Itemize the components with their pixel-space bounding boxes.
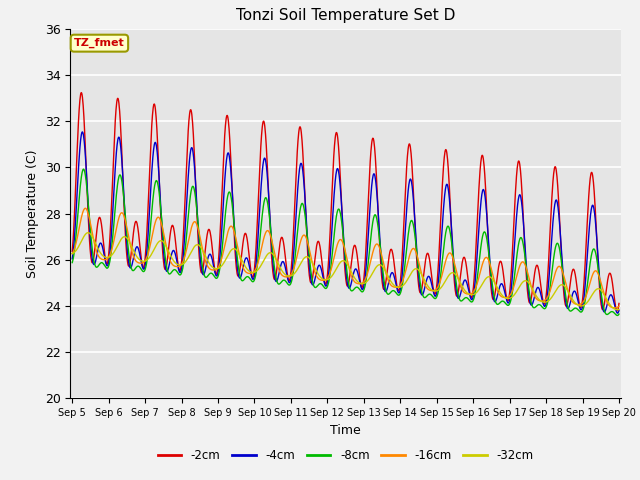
- Y-axis label: Soil Temperature (C): Soil Temperature (C): [26, 149, 39, 278]
- -16cm: [68, 251, 76, 256]
- -4cm: [79, 129, 86, 135]
- -16cm: [301, 232, 308, 238]
- -4cm: [301, 189, 308, 194]
- Line: -8cm: -8cm: [72, 169, 619, 315]
- -8cm: [68, 260, 76, 265]
- -16cm: [111, 233, 119, 239]
- -16cm: [133, 259, 141, 265]
- Line: -32cm: -32cm: [72, 233, 619, 310]
- -32cm: [380, 265, 388, 271]
- -8cm: [111, 209, 119, 215]
- -8cm: [615, 311, 623, 317]
- -32cm: [84, 230, 92, 236]
- -2cm: [301, 185, 308, 191]
- -4cm: [380, 283, 388, 289]
- -32cm: [615, 307, 623, 312]
- -16cm: [611, 305, 619, 311]
- -4cm: [68, 256, 76, 262]
- -4cm: [322, 283, 330, 289]
- Line: -16cm: -16cm: [72, 208, 619, 308]
- -32cm: [68, 251, 76, 256]
- -4cm: [615, 308, 623, 313]
- Text: TZ_fmet: TZ_fmet: [74, 38, 125, 48]
- -32cm: [133, 254, 141, 260]
- -16cm: [615, 303, 623, 309]
- -32cm: [301, 255, 308, 261]
- -2cm: [77, 90, 85, 96]
- -2cm: [322, 281, 330, 287]
- -8cm: [301, 209, 308, 215]
- -8cm: [380, 276, 388, 282]
- -32cm: [312, 267, 320, 273]
- -2cm: [312, 248, 320, 253]
- Title: Tonzi Soil Temperature Set D: Tonzi Soil Temperature Set D: [236, 9, 455, 24]
- -8cm: [614, 312, 621, 318]
- -8cm: [312, 285, 320, 290]
- -2cm: [613, 308, 621, 314]
- -8cm: [322, 286, 330, 291]
- -2cm: [68, 249, 76, 254]
- -16cm: [380, 261, 388, 267]
- -2cm: [615, 300, 623, 306]
- Line: -2cm: -2cm: [72, 93, 619, 311]
- -4cm: [312, 272, 320, 278]
- -2cm: [380, 287, 388, 292]
- -2cm: [133, 221, 141, 227]
- -32cm: [614, 307, 621, 312]
- -16cm: [322, 277, 330, 283]
- X-axis label: Time: Time: [330, 424, 361, 437]
- -32cm: [322, 277, 330, 283]
- -32cm: [111, 248, 119, 253]
- -2cm: [111, 124, 119, 130]
- -16cm: [81, 205, 89, 211]
- -4cm: [133, 244, 141, 250]
- -4cm: [614, 310, 621, 316]
- -8cm: [133, 264, 141, 269]
- Line: -4cm: -4cm: [72, 132, 619, 313]
- Legend: -2cm, -4cm, -8cm, -16cm, -32cm: -2cm, -4cm, -8cm, -16cm, -32cm: [153, 444, 538, 467]
- -4cm: [111, 171, 119, 177]
- -8cm: [80, 166, 88, 172]
- -16cm: [312, 272, 320, 277]
